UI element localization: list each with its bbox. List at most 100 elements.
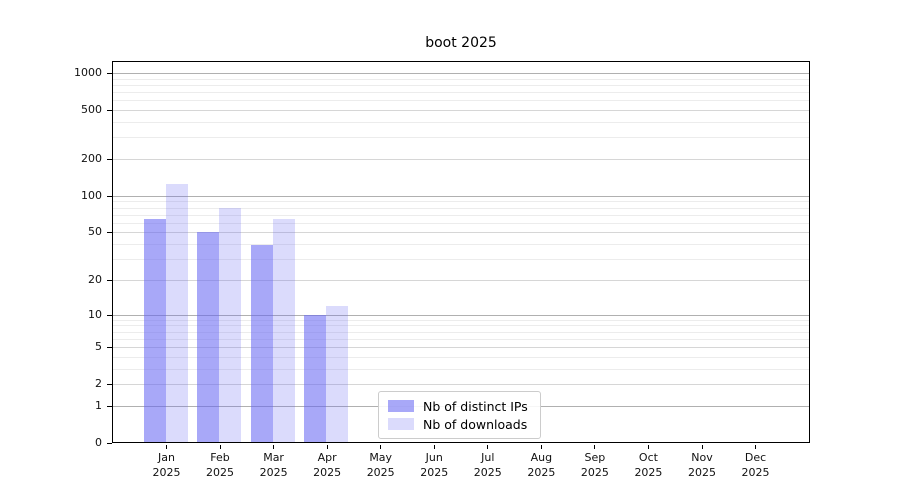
- gridline-minor: [112, 223, 810, 224]
- legend-label-distinct-ips: Nb of distinct IPs: [423, 398, 528, 414]
- gridline-minor: [112, 85, 810, 86]
- x-tick-mark: [326, 444, 328, 449]
- y-tick-mark: [107, 158, 112, 160]
- y-tick-label: 100: [81, 188, 102, 202]
- bar-nb-of-distinct-ips-feb: [197, 232, 220, 443]
- y-tick-label: 1: [95, 398, 102, 412]
- y-tick-label: 5: [95, 340, 102, 354]
- gridline-major: [112, 196, 810, 197]
- gridline-minor: [112, 122, 810, 123]
- x-tick-mark: [540, 444, 542, 449]
- x-tick-year: 2025: [688, 466, 716, 479]
- gridline-minor: [112, 325, 810, 326]
- gridline-labeled-minor: [112, 110, 810, 111]
- y-tick-label: 2: [95, 377, 102, 391]
- x-tick-year: 2025: [741, 466, 770, 479]
- bar-nb-of-distinct-ips-apr: [304, 314, 327, 443]
- legend-item-downloads: Nb of downloads: [388, 415, 528, 433]
- x-tick-mark: [219, 444, 221, 449]
- chart-title: boot 2025: [425, 35, 497, 51]
- x-tick-label-oct: Oct 2025: [616, 450, 680, 480]
- x-tick-month: Jul: [481, 451, 495, 464]
- x-tick-month: Dec: [744, 451, 767, 464]
- x-tick-label-apr: Apr 2025: [295, 450, 359, 480]
- x-tick-month: Mar: [263, 451, 284, 464]
- y-tick-label: 10: [88, 307, 102, 321]
- y-tick-label: 20: [88, 272, 102, 286]
- y-tick-mark: [107, 110, 112, 112]
- gridline-labeled-minor: [112, 280, 810, 281]
- legend-item-distinct-ips: Nb of distinct IPs: [388, 397, 528, 415]
- gridline-labeled-minor: [112, 232, 810, 233]
- x-tick-label-jul: Jul 2025: [456, 450, 520, 480]
- bar-nb-of-distinct-ips-mar: [250, 245, 273, 443]
- x-tick-year: 2025: [634, 466, 663, 479]
- gridline-minor: [112, 259, 810, 260]
- x-tick-label-aug: Aug 2025: [509, 450, 573, 480]
- y-tick-mark: [107, 347, 112, 349]
- x-tick-year: 2025: [366, 466, 395, 479]
- gridline-minor: [112, 100, 810, 101]
- legend-swatch-downloads: [388, 418, 414, 430]
- legend-swatch-distinct-ips: [388, 400, 414, 412]
- x-tick-year: 2025: [420, 466, 449, 479]
- gridline-minor: [112, 339, 810, 340]
- x-tick-year: 2025: [152, 466, 181, 479]
- x-tick-year: 2025: [580, 466, 609, 479]
- y-tick-label: 200: [81, 151, 102, 165]
- x-tick-mark: [701, 444, 703, 449]
- x-tick-label-jun: Jun 2025: [402, 450, 466, 480]
- x-tick-mark: [594, 444, 596, 449]
- x-tick-mark: [166, 444, 167, 449]
- gridline-minor: [112, 244, 810, 245]
- gridline-minor: [112, 369, 810, 370]
- x-tick-mark: [755, 444, 757, 449]
- x-tick-label-feb: Feb 2025: [188, 450, 252, 480]
- x-tick-month: Nov: [691, 451, 713, 464]
- x-tick-month: May: [369, 451, 393, 464]
- gridline-minor: [112, 215, 810, 216]
- x-tick-mark: [433, 444, 435, 449]
- bar-nb-of-downloads-feb: [219, 207, 242, 443]
- y-tick-mark: [107, 443, 112, 444]
- gridline-minor: [112, 320, 810, 321]
- gridline-minor: [112, 137, 810, 138]
- x-tick-label-may: May 2025: [349, 450, 413, 480]
- gridline-minor: [112, 357, 810, 358]
- x-tick-month: Apr: [317, 451, 337, 464]
- x-tick-label-dec: Dec 2025: [724, 450, 788, 480]
- bar-nb-of-downloads-mar: [272, 218, 295, 443]
- legend: Nb of distinct IPs Nb of downloads: [378, 391, 541, 439]
- gridline-minor: [112, 208, 810, 209]
- gridline-labeled-minor: [112, 384, 810, 385]
- x-tick-year: 2025: [206, 466, 235, 479]
- y-tick-label: 1000: [74, 66, 102, 79]
- gridline-labeled-minor: [112, 347, 810, 348]
- bar-nb-of-downloads-jan: [165, 183, 188, 443]
- x-tick-mark: [487, 444, 489, 449]
- gridline-major: [112, 73, 810, 74]
- legend-label-downloads: Nb of downloads: [423, 416, 528, 432]
- x-tick-month: Oct: [638, 451, 658, 464]
- x-tick-mark: [273, 444, 275, 449]
- y-tick-mark: [107, 195, 112, 197]
- x-tick-month: Jan: [158, 451, 175, 464]
- x-tick-month: Feb: [210, 451, 230, 464]
- gridline-major: [112, 315, 810, 316]
- bar-nb-of-downloads-apr: [326, 305, 349, 443]
- y-tick-mark: [107, 232, 112, 234]
- gridline-minor: [112, 201, 810, 202]
- x-tick-label-nov: Nov 2025: [670, 450, 734, 480]
- y-tick-label: 0: [95, 436, 102, 449]
- x-tick-month: Sep: [584, 451, 606, 464]
- x-tick-year: 2025: [259, 466, 288, 479]
- gridline-minor: [112, 92, 810, 93]
- x-tick-month: Aug: [530, 451, 553, 464]
- x-tick-mark: [380, 444, 382, 449]
- y-tick-label: 50: [88, 225, 102, 239]
- x-tick-label-sep: Sep 2025: [563, 450, 627, 480]
- gridline-minor: [112, 332, 810, 333]
- x-tick-label-mar: Mar 2025: [242, 450, 306, 480]
- y-tick-mark: [107, 279, 112, 281]
